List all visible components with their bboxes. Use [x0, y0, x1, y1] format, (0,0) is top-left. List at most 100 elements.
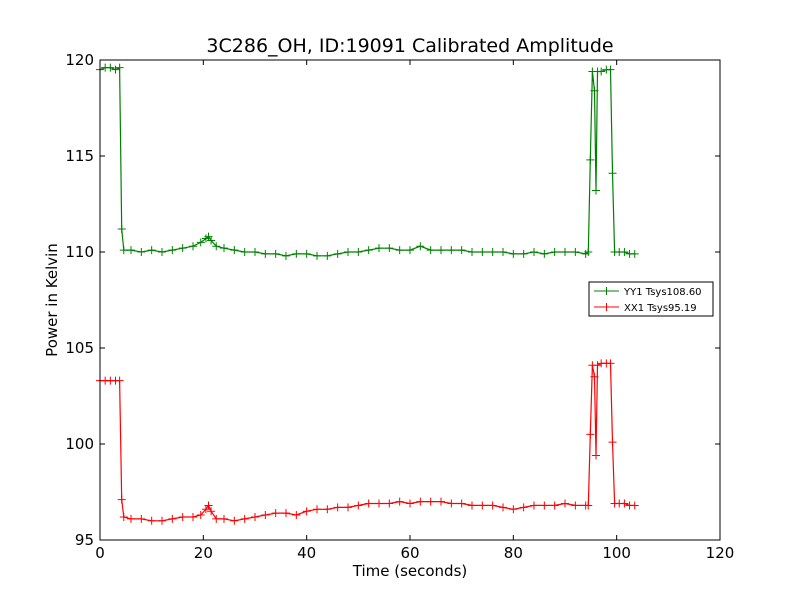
y-tick-label: 120	[65, 51, 94, 69]
data-point	[416, 497, 425, 506]
data-point	[364, 246, 373, 255]
data-point	[220, 514, 228, 523]
legend-marker-yy1	[602, 287, 611, 295]
data-point	[395, 497, 404, 506]
data-point	[385, 244, 394, 253]
data-point	[571, 501, 580, 510]
data-point	[196, 511, 205, 520]
data-point	[478, 501, 487, 510]
data-point	[158, 516, 166, 525]
data-point	[302, 249, 311, 258]
data-point	[354, 248, 363, 256]
x-tick-label: 0	[95, 544, 105, 562]
data-point	[530, 501, 538, 510]
data-point	[261, 511, 270, 520]
data-point	[282, 509, 290, 518]
data-point	[251, 512, 259, 521]
data-point	[147, 246, 156, 255]
data-point	[608, 438, 617, 447]
data-point	[406, 499, 414, 508]
data-point	[115, 376, 124, 385]
x-tick-label: 120	[706, 544, 735, 562]
data-point	[106, 63, 115, 72]
data-point	[571, 248, 580, 256]
data-point	[457, 246, 466, 255]
data-point	[119, 246, 128, 255]
data-point	[292, 249, 301, 258]
data-point	[468, 501, 476, 510]
data-point	[230, 246, 239, 255]
data-point	[406, 246, 414, 255]
data-point	[240, 248, 249, 256]
data-point	[606, 65, 615, 74]
data-point	[561, 499, 569, 508]
ticks-layer: 0 20 40 60 80 100 120 95 100 105 110 115 120	[65, 51, 734, 562]
data-point	[550, 501, 559, 510]
data-point	[375, 244, 383, 253]
data-point	[207, 507, 216, 516]
data-point	[457, 499, 466, 508]
data-point	[189, 242, 197, 251]
data-point	[509, 505, 518, 514]
y-tick-label: 100	[65, 435, 94, 453]
data-point	[540, 249, 549, 258]
data-point	[204, 501, 213, 510]
data-point	[119, 512, 128, 521]
data-point	[395, 246, 404, 255]
data-point	[519, 503, 528, 512]
data-point	[375, 499, 383, 508]
data-point	[608, 169, 617, 178]
data-point	[168, 514, 177, 523]
data-point	[426, 246, 435, 255]
data-point	[630, 249, 639, 258]
data-point	[117, 495, 126, 504]
data-point	[127, 246, 135, 255]
data-point	[333, 503, 342, 512]
data-point	[550, 248, 559, 256]
data-point	[230, 516, 239, 525]
data-point	[117, 224, 126, 233]
data-point	[212, 242, 221, 251]
data-point	[468, 248, 476, 256]
legend-marker-xx1	[602, 303, 611, 311]
legend-label-yy1: YY1 Tsys108.60	[623, 287, 702, 298]
data-point	[240, 514, 249, 523]
data-point	[344, 248, 352, 256]
data-point	[584, 501, 593, 510]
legend-box	[588, 281, 714, 317]
data-point	[540, 501, 549, 510]
data-point	[220, 244, 228, 253]
data-point	[509, 249, 518, 258]
data-point	[447, 246, 456, 255]
data-point	[271, 509, 280, 518]
legend: YY1 Tsys108.60 XX1 Tsys95.19	[588, 281, 714, 317]
data-point	[168, 246, 177, 255]
data-point	[111, 65, 120, 74]
x-tick-label: 100	[602, 544, 631, 562]
data-point	[499, 503, 507, 512]
y-tick-label: 95	[75, 531, 94, 549]
data-point	[437, 246, 445, 255]
data-point	[364, 499, 373, 508]
x-tick-label: 80	[504, 544, 523, 562]
data-point	[620, 499, 629, 508]
data-point	[323, 505, 332, 514]
data-point	[586, 430, 595, 439]
data-point	[590, 86, 599, 95]
y-tick-label: 110	[65, 243, 94, 261]
data-point	[127, 514, 135, 523]
x-axis-label: Time (seconds)	[352, 562, 468, 580]
data-point	[158, 248, 166, 256]
data-point	[313, 505, 321, 514]
data-point	[251, 248, 259, 256]
data-point	[488, 248, 497, 256]
data-point	[261, 249, 270, 258]
data-point	[385, 499, 394, 508]
x-tick-label: 60	[400, 544, 419, 562]
data-point	[137, 248, 146, 256]
y-tick-label: 105	[65, 339, 94, 357]
data-point	[313, 251, 321, 260]
data-point	[488, 501, 497, 510]
data-point	[584, 248, 593, 256]
